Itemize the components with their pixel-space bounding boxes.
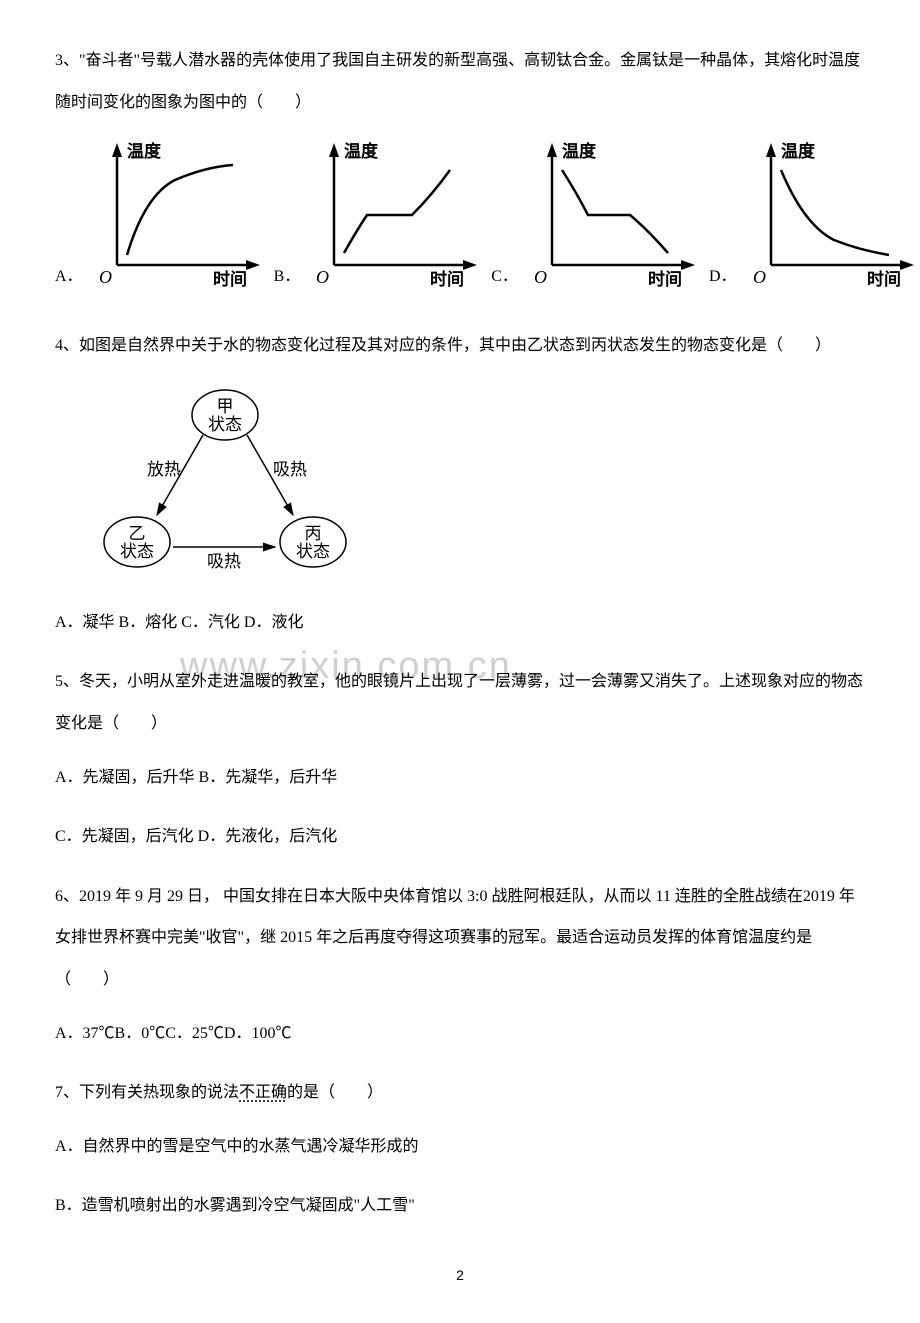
fangre-label: 放热 <box>147 460 181 479</box>
q7-optA: A．自然界中的雪是空气中的水蒸气遇冷凝华形成的 <box>55 1126 865 1168</box>
chart-d-ylabel: 温度 <box>781 141 816 161</box>
q3-charts: A． 温度 O 时间 B． 温度 O <box>55 135 865 290</box>
chart-b-xlabel: 时间 <box>430 269 464 289</box>
chart-c-xlabel: 时间 <box>648 269 682 289</box>
q4-answer: A．凝华 B．熔化 C．汽化 D．液化 <box>55 602 865 644</box>
q4-diagram: 甲 状态 乙 状态 丙 状态 放热 吸热 吸热 <box>95 387 865 582</box>
xire2-label: 吸热 <box>207 552 241 571</box>
q7-underline: 不正确 <box>239 1084 287 1101</box>
chart-b-origin: O <box>316 267 329 287</box>
q7-text: 7、下列有关热现象的说法不正确的是（ ） <box>55 1072 865 1114</box>
xire1-label: 吸热 <box>273 460 307 479</box>
q6-text: 6、2019 年 9 月 29 日， 中国女排在日本大阪中央体育馆以 3:0 战… <box>55 876 865 1001</box>
q5-optC: C．先凝固，后汽化 D．先液化，后汽化 <box>55 816 865 858</box>
q7-optB: B．造雪机喷射出的水雾遇到冷空气凝固成"人工雪" <box>55 1185 865 1227</box>
chart-option-c: C． 温度 O 时间 <box>491 135 705 290</box>
chart-d-xlabel: 时间 <box>867 269 901 289</box>
chart-b-svg: 温度 O 时间 <box>302 135 487 290</box>
option-c-label: C． <box>491 262 518 290</box>
chart-c-svg: 温度 O 时间 <box>520 135 705 290</box>
chart-b-ylabel: 温度 <box>344 141 379 161</box>
q7-pre: 7、下列有关热现象的说法 <box>55 1084 239 1101</box>
option-b-label: B． <box>274 262 301 290</box>
chart-a-svg: 温度 O 时间 <box>85 135 270 290</box>
q5-optA: A．先凝固，后升华 B．先凝华，后升华 <box>55 757 865 799</box>
yi-label1: 乙 <box>129 524 146 543</box>
chart-a-xlabel: 时间 <box>213 269 247 289</box>
chart-d-svg: 温度 O 时间 <box>739 135 920 290</box>
chart-a-ylabel: 温度 <box>127 141 162 161</box>
option-d-label: D． <box>709 262 737 290</box>
yi-label2: 状态 <box>120 542 154 561</box>
chart-option-d: D． 温度 O 时间 <box>709 135 920 290</box>
chart-c-origin: O <box>534 267 547 287</box>
q7-post: 的是（ ） <box>287 1084 383 1101</box>
chart-option-b: B． 温度 O 时间 <box>274 135 488 290</box>
chart-d-origin: O <box>753 267 766 287</box>
chart-a-origin: O <box>99 267 112 287</box>
jia-label2: 状态 <box>208 415 242 434</box>
q6-answer: A．37℃B．0℃C．25℃D．100℃ <box>55 1013 865 1055</box>
option-a-label: A． <box>55 262 83 290</box>
q5-text: 5、冬天，小明从室外走进温暖的教室，他的眼镜片上出现了一层薄雾，过一会薄雾又消失… <box>55 661 865 744</box>
bing-label2: 状态 <box>296 542 330 561</box>
q3-text: 3、"奋斗者"号载人潜水器的壳体使用了我国自主研发的新型高强、高韧钛合金。金属钛… <box>55 40 865 123</box>
bing-label1: 丙 <box>305 524 322 543</box>
q4-text: 4、如图是自然界中关于水的物态变化过程及其对应的条件，其中由乙状态到丙状态发生的… <box>55 325 865 367</box>
chart-c-ylabel: 温度 <box>562 141 597 161</box>
page-number: 2 <box>55 1267 865 1283</box>
chart-option-a: A． 温度 O 时间 <box>55 135 270 290</box>
jia-label1: 甲 <box>217 397 234 416</box>
